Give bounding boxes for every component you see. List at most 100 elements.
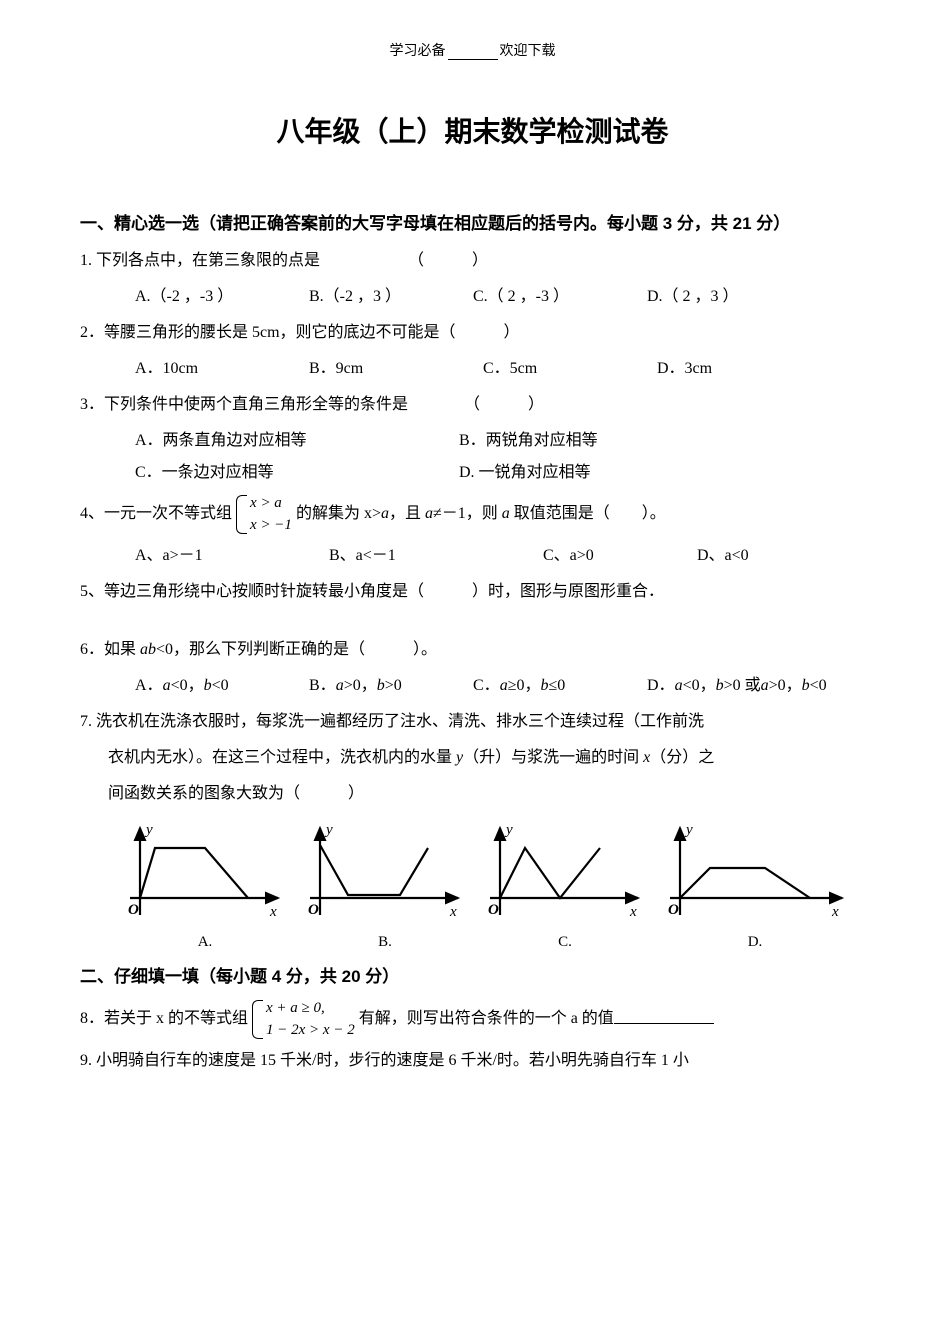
spacer-q5 bbox=[80, 612, 865, 630]
q6B-s: >0 bbox=[385, 670, 402, 702]
q7-graphs: y O x y O x y O x y O bbox=[120, 820, 865, 930]
section2-head: 二、仔细填一填（每小题 4 分，共 20 分） bbox=[80, 963, 865, 990]
page-header: 学习必备 欢迎下载 bbox=[80, 40, 865, 60]
q8: 8．若关于 x 的不等式组 x + a ≥ 0, 1 − 2x > x − 2 … bbox=[80, 998, 865, 1041]
q6D-m1: <0， bbox=[683, 670, 716, 702]
gB-x: x bbox=[449, 904, 457, 920]
q5-stem: 5、等边三角形绕中心按顺时针旋转最小角度是（ ）时，图形与原图形重合． bbox=[80, 576, 865, 608]
q4-stem: 4、一元一次不等式组 x > a x > −1 的解集为 x>a，且 a≠－1，… bbox=[80, 493, 865, 536]
q6D-a: a bbox=[675, 670, 683, 702]
header-right: 欢迎下载 bbox=[500, 44, 556, 59]
q4-opt-a: A、a>－1 bbox=[135, 540, 325, 572]
q1-opt-b: B.（-2 ，3 ） bbox=[309, 281, 469, 313]
q4-a2: a bbox=[425, 505, 433, 522]
q6-opt-b: B．a>0，b>0 bbox=[309, 670, 469, 702]
q4-mid2: ，且 bbox=[389, 505, 425, 522]
q2-opt-b: B．9cm bbox=[309, 353, 479, 385]
gA-y: y bbox=[144, 822, 153, 838]
header-left: 学习必备 bbox=[390, 44, 446, 59]
q6A-s: <0 bbox=[212, 670, 229, 702]
q4-r2-rest: > −1 bbox=[257, 517, 292, 533]
q6-options: A．a<0，b<0 B．a>0，b>0 C．a≥0，b≤0 D．a<0，b>0 … bbox=[135, 670, 865, 702]
q7-l2: 衣机内无水）。在这三个过程中，洗衣机内的水量 y（升）与浆洗一遍的时间 x（分）… bbox=[108, 742, 865, 774]
page: 学习必备欢迎下载 八年级（上）期末数学检测试卷 一、精心选一选（请把正确答案前的… bbox=[0, 0, 945, 1336]
q6D-m3: >0， bbox=[769, 670, 802, 702]
q6-ab: ab bbox=[140, 641, 156, 658]
q1-stem: 1. 下列各点中，在第三象限的点是 （ ） bbox=[80, 245, 865, 277]
q7-label-a: A. bbox=[120, 934, 290, 951]
gB-y: y bbox=[324, 822, 333, 838]
doc-title: 八年级（上）期末数学检测试卷 bbox=[80, 110, 865, 150]
q3-opt-c: C．一条边对应相等 bbox=[135, 457, 455, 489]
q4-row2: x > −1 bbox=[250, 515, 292, 537]
q6B-a: a bbox=[336, 670, 344, 702]
q4-mid: 的解集为 x> bbox=[296, 505, 381, 522]
gD-y: y bbox=[684, 822, 693, 838]
q3-options: A．两条直角边对应相等 B．两锐角对应相等 C．一条边对应相等 D. 一锐角对应… bbox=[135, 425, 865, 489]
q8-brace: x + a ≥ 0, 1 − 2x > x − 2 bbox=[252, 998, 355, 1041]
q4-r1-rest: > a bbox=[257, 495, 282, 511]
q4-mid4: 取值范围是（ ）。 bbox=[510, 505, 666, 522]
q6-mid: <0，那么下列判断正确的是（ ）。 bbox=[156, 641, 437, 658]
q7-graph-a: y O x bbox=[120, 820, 290, 930]
q6C-a: a bbox=[500, 670, 508, 702]
q7-graph-d: y O x bbox=[660, 820, 850, 930]
q4-r1-x: x bbox=[250, 495, 257, 511]
q6C-b: b bbox=[540, 670, 548, 702]
q7-label-c: C. bbox=[480, 934, 650, 951]
q6D-b2: b bbox=[802, 670, 810, 702]
q6D-b: b bbox=[716, 670, 724, 702]
q4-pre: 4、一元一次不等式组 bbox=[80, 505, 232, 522]
q8-row2: 1 − 2x > x − 2 bbox=[266, 1020, 355, 1042]
q7-graph-b: y O x bbox=[300, 820, 470, 930]
q7-l2-s: （分）之 bbox=[650, 749, 714, 766]
q4-mid3: ≠－1，则 bbox=[433, 505, 502, 522]
q6D-m2: >0 或 bbox=[724, 670, 761, 702]
q6C-m: ≥0， bbox=[508, 670, 541, 702]
q4-opt-d: D、a<0 bbox=[697, 540, 749, 572]
q8-pre: 8．若关于 x 的不等式组 bbox=[80, 1011, 248, 1028]
header-blank bbox=[448, 59, 498, 60]
q7-graph-labels: A. B. C. D. bbox=[120, 934, 865, 951]
q6C-pre: C． bbox=[473, 670, 500, 702]
q6B-b: b bbox=[377, 670, 385, 702]
gC-x: x bbox=[629, 904, 637, 920]
q8-row1: x + a ≥ 0, bbox=[266, 998, 355, 1020]
q4-options: A、a>－1 B、a<－1 C、a>0 D、a<0 bbox=[135, 540, 865, 572]
q1-options: A.（-2 ，-3 ） B.（-2 ，3 ） C.（ 2 ，-3 ） D.（ 2… bbox=[135, 281, 865, 313]
q1-opt-a: A.（-2 ，-3 ） bbox=[135, 281, 305, 313]
q6C-s: ≤0 bbox=[548, 670, 565, 702]
q2-stem: 2．等腰三角形的腰长是 5cm，则它的底边不可能是（ ） bbox=[80, 317, 865, 349]
q3-opt-b: B．两锐角对应相等 bbox=[459, 425, 598, 457]
q7-l3: 间函数关系的图象大致为（ ） bbox=[108, 778, 865, 810]
q6-opt-c: C．a≥0，b≤0 bbox=[473, 670, 643, 702]
q4-a3: a bbox=[502, 505, 510, 522]
q4-a1: a bbox=[381, 505, 389, 522]
q3-stem: 3．下列条件中使两个直角三角形全等的条件是 （ ） bbox=[80, 389, 865, 421]
q8-suf: 有解，则写出符合条件的一个 a 的值 bbox=[359, 1011, 614, 1028]
q6A-pre: A． bbox=[135, 670, 163, 702]
q4-opt-c: C、a>0 bbox=[543, 540, 693, 572]
gB-O: O bbox=[308, 902, 319, 918]
q8-blank[interactable] bbox=[614, 1023, 714, 1024]
q7-label-b: B. bbox=[300, 934, 470, 951]
q2-opt-a: A．10cm bbox=[135, 353, 305, 385]
gA-O: O bbox=[128, 902, 139, 918]
q6-pre: 6．如果 bbox=[80, 641, 140, 658]
gD-x: x bbox=[831, 904, 839, 920]
q6B-m: >0， bbox=[344, 670, 377, 702]
q3-opt-a: A．两条直角边对应相等 bbox=[135, 425, 455, 457]
gC-O: O bbox=[488, 902, 499, 918]
q6D-pre: D． bbox=[647, 670, 675, 702]
q7-graph-c: y O x bbox=[480, 820, 650, 930]
gA-x: x bbox=[269, 904, 277, 920]
q4-row1: x > a bbox=[250, 493, 292, 515]
gD-O: O bbox=[668, 902, 679, 918]
q2-opt-c: C．5cm bbox=[483, 353, 653, 385]
q6A-m: <0， bbox=[171, 670, 204, 702]
q7-l2-a: 衣机内无水）。在这三个过程中，洗衣机内的水量 bbox=[108, 749, 456, 766]
q6-opt-a: A．a<0，b<0 bbox=[135, 670, 305, 702]
q6-opt-d: D．a<0，b>0 或 a>0，b<0 bbox=[647, 670, 827, 702]
q3-opt-d: D. 一锐角对应相等 bbox=[459, 457, 591, 489]
q6B-pre: B． bbox=[309, 670, 336, 702]
